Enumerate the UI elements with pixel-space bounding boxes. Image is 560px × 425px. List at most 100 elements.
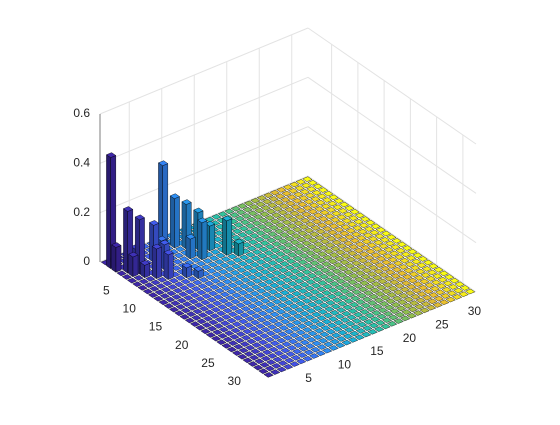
bar-top	[305, 343, 316, 349]
bar-top	[338, 236, 349, 243]
bar-top	[360, 302, 371, 309]
bar-top	[258, 368, 269, 374]
bar	[318, 187, 329, 193]
bar	[426, 304, 437, 311]
bar	[305, 192, 316, 199]
bar-top	[386, 292, 397, 298]
bar-top	[282, 184, 293, 190]
bar	[339, 288, 350, 294]
bar	[307, 208, 318, 215]
bar-top	[230, 205, 241, 212]
bar	[362, 296, 373, 303]
bar	[320, 267, 331, 274]
bar	[420, 301, 431, 307]
bar	[264, 279, 275, 285]
bar-top	[227, 253, 238, 260]
bar	[258, 339, 269, 346]
bar-top	[133, 275, 144, 281]
bar	[330, 274, 341, 281]
bar	[317, 222, 328, 228]
bar	[157, 277, 168, 283]
bar	[358, 286, 369, 293]
bar-top	[230, 327, 241, 334]
bar	[263, 192, 274, 199]
bar	[252, 249, 263, 255]
bar	[349, 209, 360, 215]
bar	[284, 207, 295, 213]
bar-top	[204, 280, 215, 287]
bar-top	[394, 283, 405, 289]
bar	[375, 227, 386, 233]
bar-top	[405, 290, 416, 296]
bar-top	[263, 314, 274, 320]
bar-top	[348, 244, 359, 250]
bar	[311, 189, 322, 196]
bar-top	[265, 243, 276, 250]
bar-top	[267, 202, 278, 208]
grid-line	[307, 76, 477, 194]
bar-top	[260, 355, 271, 362]
bar	[407, 306, 418, 313]
bar-top	[319, 238, 330, 245]
bar-top	[226, 317, 237, 324]
bar	[321, 232, 332, 238]
bar	[192, 308, 203, 315]
bar-top	[250, 226, 261, 233]
bar-top	[289, 239, 300, 246]
bar	[302, 234, 313, 240]
bar-top	[368, 293, 379, 300]
bar	[255, 323, 266, 329]
bar-top	[336, 243, 347, 249]
bar-top	[159, 239, 170, 246]
bar	[285, 200, 296, 207]
bar-top	[453, 287, 464, 294]
bar-top	[268, 289, 279, 295]
bar	[249, 354, 260, 361]
bar-top	[249, 233, 260, 239]
bar-top	[275, 193, 286, 199]
bar	[330, 245, 341, 252]
bar	[370, 223, 381, 230]
bar-top	[313, 212, 324, 219]
bar	[302, 298, 313, 304]
bar-top	[366, 306, 377, 313]
bar-top	[357, 228, 368, 235]
bar	[278, 267, 289, 273]
bar-top	[387, 256, 398, 263]
bar	[243, 351, 254, 357]
bar-top	[312, 305, 323, 311]
bar-top	[314, 235, 325, 241]
grid-line	[307, 27, 477, 145]
bar-top	[197, 283, 208, 289]
bar-top	[339, 230, 350, 237]
bar	[250, 319, 261, 326]
bar-top	[324, 306, 335, 312]
bar	[312, 276, 323, 283]
bar	[341, 310, 352, 317]
bar	[192, 279, 203, 286]
bar	[268, 317, 279, 324]
bar	[432, 273, 443, 279]
bar-top	[284, 328, 295, 335]
bar	[237, 261, 248, 267]
bar	[347, 221, 358, 228]
bar	[389, 308, 400, 314]
bar	[338, 265, 349, 272]
bar-top	[442, 280, 453, 287]
bar	[196, 260, 207, 267]
bar	[206, 268, 217, 274]
bar-top	[347, 221, 358, 228]
bar	[356, 235, 367, 241]
bar-top	[213, 294, 224, 300]
bar-top	[295, 329, 306, 336]
bar	[344, 234, 355, 240]
bar	[162, 280, 173, 287]
bar-top	[359, 280, 370, 286]
bar-top	[367, 300, 378, 306]
bar-top	[329, 310, 340, 316]
y-tick-label: 30	[228, 374, 242, 388]
bar	[290, 268, 301, 274]
bar-top	[309, 202, 320, 209]
bar-top	[432, 302, 443, 308]
bar	[185, 233, 196, 260]
